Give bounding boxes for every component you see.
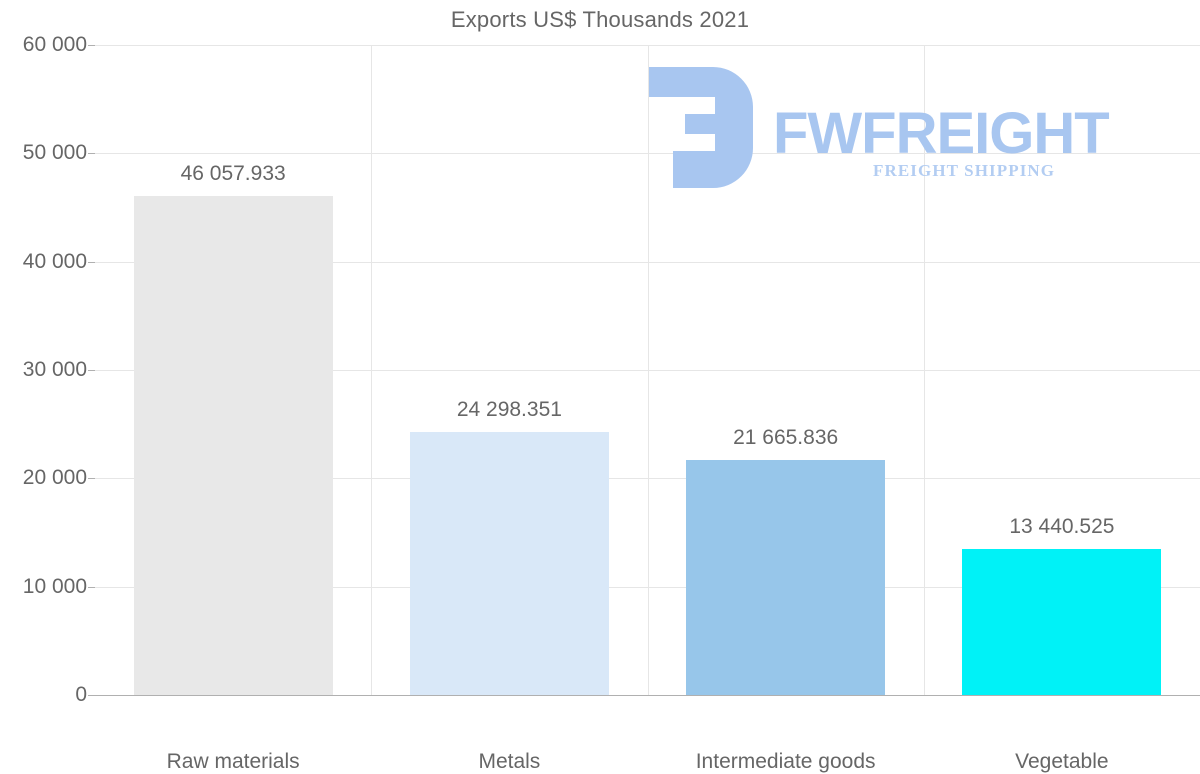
x-axis-label: Vegetable: [1015, 750, 1109, 773]
chart-title: Exports US$ Thousands 2021: [450, 7, 750, 32]
y-axis-tick: [88, 478, 95, 480]
y-axis-tick: [88, 370, 95, 371]
bar[interactable]: [409, 431, 609, 695]
bar-value-label: 13 440.525: [1009, 515, 1115, 539]
y-axis-label: 50 000: [22, 141, 87, 165]
bar[interactable]: [133, 196, 333, 695]
y-axis-tick: [88, 45, 95, 46]
gridline: [95, 45, 1200, 46]
x-axis-line: [95, 695, 1200, 696]
category-gridline: [924, 45, 925, 695]
category-gridline: [648, 45, 649, 695]
gridline: [95, 261, 1200, 263]
bar[interactable]: [686, 460, 886, 695]
y-axis-label: 30 000: [22, 358, 87, 381]
bar-value-label: 24 298.351: [456, 397, 562, 421]
y-axis-label: 20 000: [22, 466, 87, 490]
y-axis-tick: [88, 261, 95, 263]
y-axis-tick: [88, 586, 95, 588]
bar-value-label: 21 665.836: [733, 426, 839, 450]
gridline: [95, 478, 1200, 480]
y-axis-label: 0: [75, 683, 87, 706]
x-axis-label: Metals: [478, 750, 541, 773]
gridline: [95, 153, 1200, 155]
y-axis-tick: [88, 153, 95, 155]
plot-area: 0 10 000 20 000 30 000 40 000 50 000 60 000 46…: [23, 33, 1200, 773]
gridline: [95, 586, 1200, 588]
y-axis-label: 40 000: [22, 249, 87, 273]
category-gridline: [371, 45, 372, 695]
y-axis-label: 60 000: [22, 33, 87, 56]
bar-value-label: 46 057.933: [180, 162, 286, 186]
gridline: [95, 370, 1200, 371]
x-axis-label: Raw materials: [166, 750, 300, 773]
x-axis-label: Intermediate goods: [695, 750, 876, 773]
y-axis-label: 10 000: [22, 574, 87, 598]
y-axis-tick: [88, 695, 95, 696]
bar[interactable]: [962, 549, 1162, 695]
